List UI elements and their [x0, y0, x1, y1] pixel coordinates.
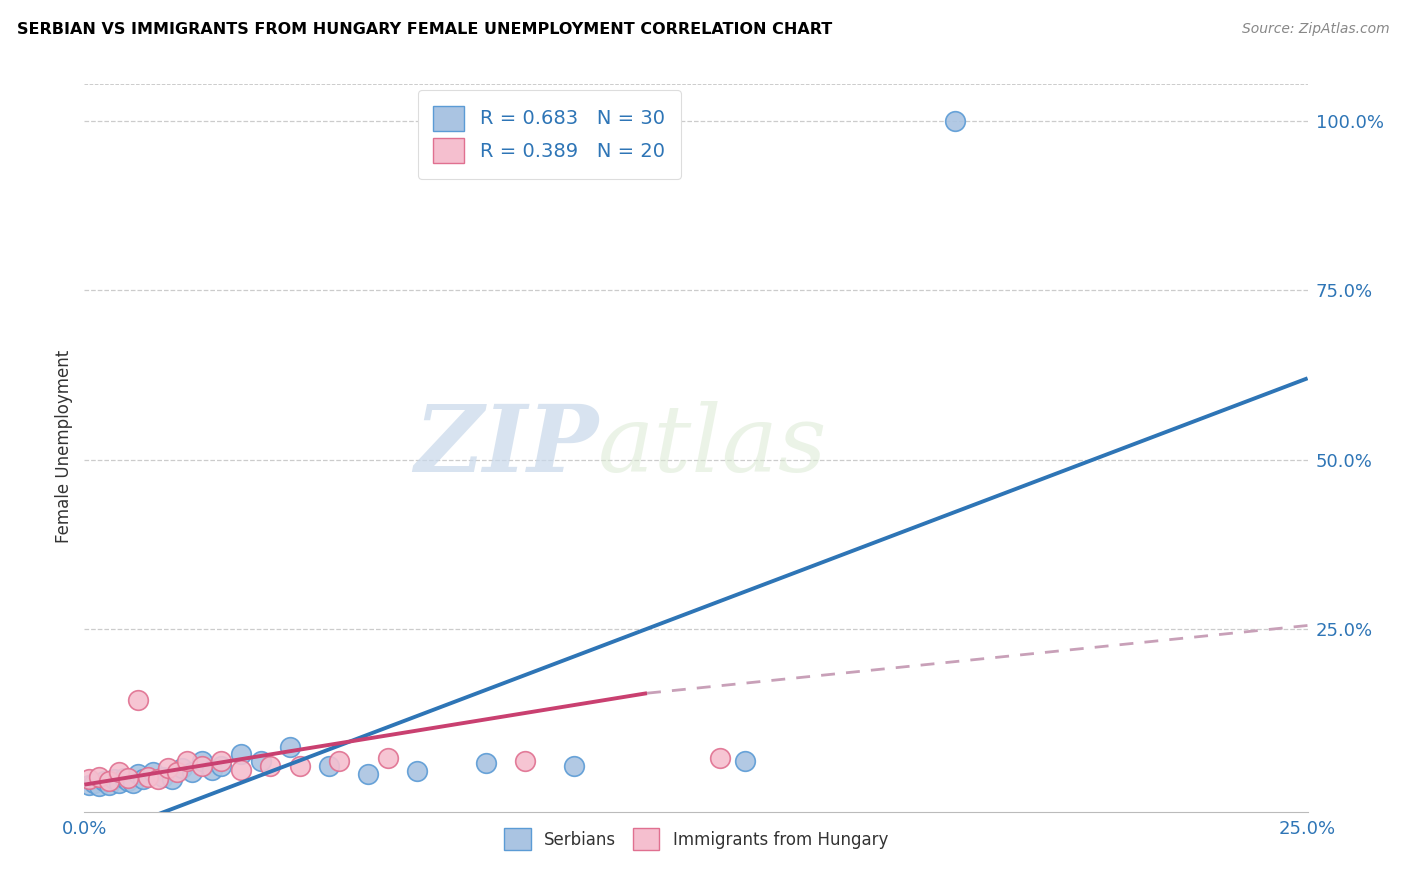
Point — [156, 761, 179, 775]
Point — [77, 778, 100, 792]
Point — [97, 774, 120, 789]
Point — [117, 771, 139, 785]
Point — [191, 754, 214, 768]
Point — [474, 756, 496, 770]
Text: atlas: atlas — [598, 401, 828, 491]
Point — [377, 750, 399, 764]
Text: SERBIAN VS IMMIGRANTS FROM HUNGARY FEMALE UNEMPLOYMENT CORRELATION CHART: SERBIAN VS IMMIGRANTS FROM HUNGARY FEMAL… — [17, 22, 832, 37]
Point — [77, 772, 100, 787]
Point — [146, 772, 169, 787]
Point — [191, 758, 214, 772]
Point — [229, 763, 252, 777]
Point — [209, 758, 232, 772]
Legend: Serbians, Immigrants from Hungary: Serbians, Immigrants from Hungary — [495, 820, 897, 858]
Point — [209, 754, 232, 768]
Point — [172, 761, 194, 775]
Point — [152, 770, 174, 784]
Text: Source: ZipAtlas.com: Source: ZipAtlas.com — [1241, 22, 1389, 37]
Point — [181, 765, 204, 780]
Point — [166, 765, 188, 780]
Point — [709, 750, 731, 764]
Point — [93, 774, 115, 789]
Point — [117, 774, 139, 789]
Point — [357, 767, 380, 781]
Point — [328, 754, 350, 768]
Point — [229, 747, 252, 761]
Point — [162, 772, 184, 787]
Point — [176, 754, 198, 768]
Point — [200, 763, 222, 777]
Point — [278, 740, 301, 755]
Point — [142, 765, 165, 780]
Point — [107, 765, 129, 780]
Point — [83, 776, 105, 790]
Y-axis label: Female Unemployment: Female Unemployment — [55, 350, 73, 542]
Point — [734, 754, 756, 768]
Point — [87, 770, 110, 784]
Point — [107, 776, 129, 790]
Point — [562, 758, 585, 772]
Point — [136, 770, 159, 784]
Point — [112, 771, 135, 785]
Point — [288, 758, 311, 772]
Point — [132, 772, 155, 787]
Point — [122, 776, 145, 790]
Point — [97, 778, 120, 792]
Point — [103, 772, 125, 787]
Point — [249, 754, 271, 768]
Point — [318, 758, 340, 772]
Point — [127, 767, 149, 781]
Point — [406, 764, 429, 778]
Point — [943, 114, 966, 128]
Point — [259, 758, 281, 772]
Text: ZIP: ZIP — [413, 401, 598, 491]
Point — [513, 754, 536, 768]
Point — [87, 779, 110, 793]
Point — [127, 693, 149, 707]
